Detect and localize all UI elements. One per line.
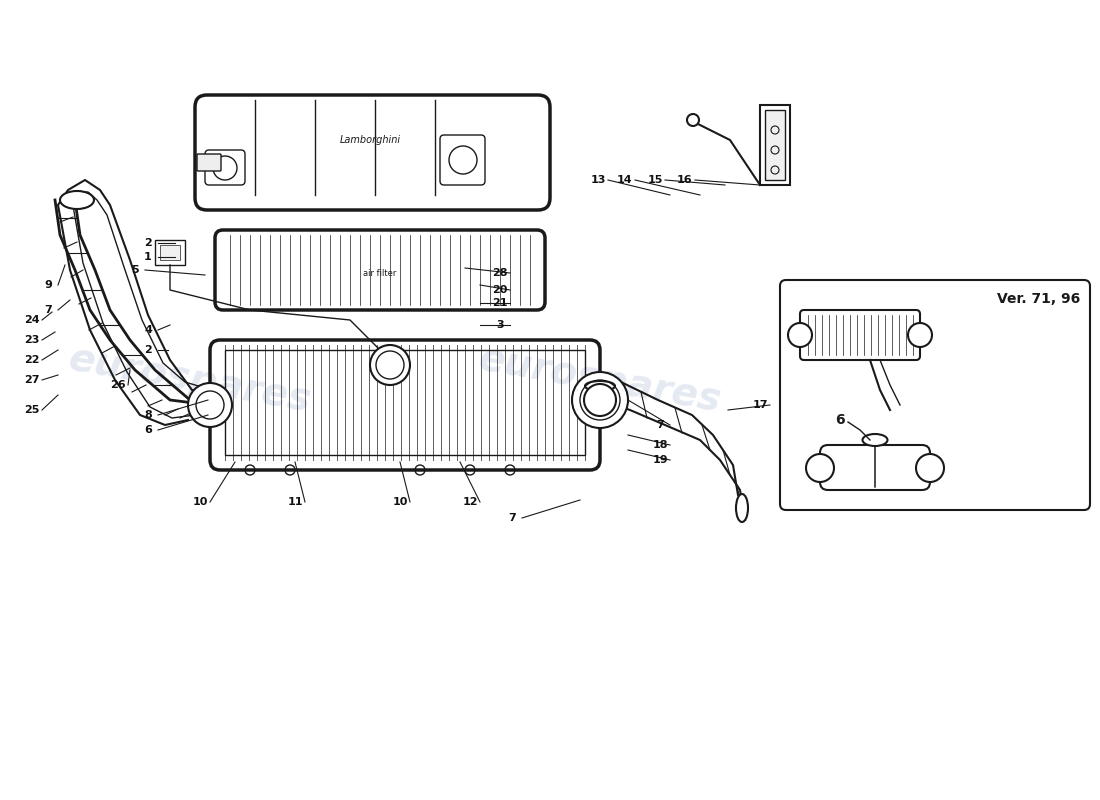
Text: 20: 20 [493,285,508,295]
Text: 5: 5 [131,265,139,275]
FancyBboxPatch shape [197,154,221,171]
Text: 3: 3 [496,320,504,330]
Text: 11: 11 [287,497,303,507]
Circle shape [788,323,812,347]
Text: 7: 7 [44,305,52,315]
Text: 17: 17 [752,400,768,410]
Text: 6: 6 [835,413,845,427]
Circle shape [806,454,834,482]
Text: 28: 28 [493,268,508,278]
Text: eurospares: eurospares [66,340,315,420]
Text: 1: 1 [144,252,152,262]
Text: 7: 7 [656,420,664,430]
Text: 23: 23 [24,335,40,345]
Circle shape [916,454,944,482]
Text: 25: 25 [24,405,40,415]
Ellipse shape [584,384,616,416]
Bar [155,240,185,265]
Text: 7: 7 [508,513,516,523]
Text: 4: 4 [144,325,152,335]
Ellipse shape [60,191,94,209]
Text: Lamborghini: Lamborghini [340,135,400,145]
Text: 8: 8 [144,410,152,420]
Text: 10: 10 [192,497,208,507]
Text: 19: 19 [652,455,668,465]
Text: air filter: air filter [363,269,397,278]
Text: 18: 18 [652,440,668,450]
Bar [226,350,585,455]
Text: Ver. 71, 96: Ver. 71, 96 [997,292,1080,306]
Text: 12: 12 [462,497,477,507]
Text: 27: 27 [24,375,40,385]
Text: 21: 21 [493,298,508,308]
Circle shape [908,323,932,347]
Ellipse shape [862,434,888,446]
Text: 22: 22 [24,355,40,365]
Text: 9: 9 [44,280,52,290]
Text: 26: 26 [110,380,125,390]
Text: 6: 6 [144,425,152,435]
Text: 14: 14 [617,175,632,185]
Text: 2: 2 [144,345,152,355]
Ellipse shape [585,381,615,391]
Bar [764,110,785,180]
Ellipse shape [736,494,748,522]
Circle shape [572,372,628,428]
Text: 16: 16 [678,175,693,185]
Text: 10: 10 [393,497,408,507]
Text: 24: 24 [24,315,40,325]
Text: eurospares: eurospares [475,340,724,420]
Bar [160,245,180,260]
Text: 15: 15 [647,175,662,185]
Circle shape [688,114,698,126]
Circle shape [370,345,410,385]
Text: 13: 13 [591,175,606,185]
Text: 2: 2 [144,238,152,248]
Circle shape [188,383,232,427]
Bar [760,105,790,185]
